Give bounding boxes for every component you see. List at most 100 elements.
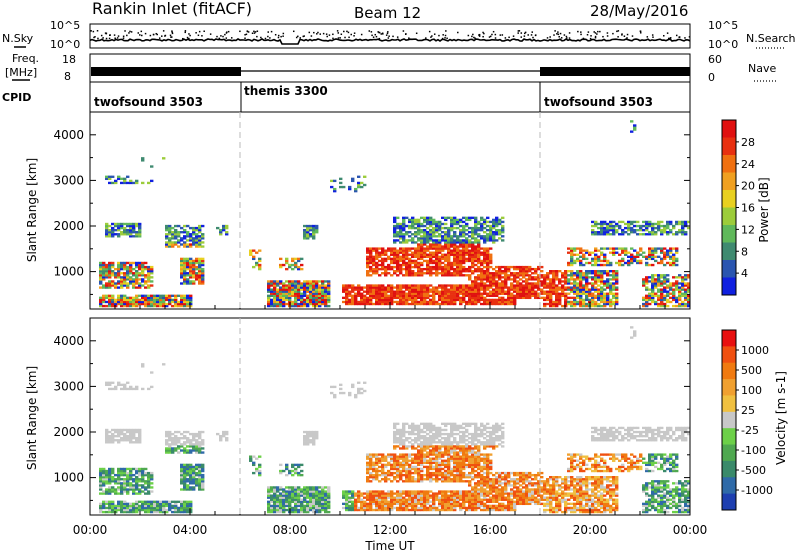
velocity-cell [303, 437, 307, 440]
power-cell [252, 257, 256, 261]
power-cell [108, 300, 112, 304]
power-cell [669, 296, 673, 300]
power-cell [279, 282, 283, 285]
power-cell [486, 228, 490, 232]
power-cell [309, 296, 313, 300]
power-cell [369, 274, 373, 277]
velocity-cell [123, 506, 127, 510]
velocity-cell [165, 451, 169, 454]
power-cell [453, 263, 457, 267]
power-cell [519, 288, 523, 291]
power-cell [405, 257, 409, 261]
power-cell [546, 302, 550, 306]
power-cell [201, 233, 205, 236]
power-cell [516, 274, 520, 277]
power-cell [615, 247, 619, 250]
velocity-cell [147, 478, 151, 481]
power-cell [384, 292, 388, 295]
power-cell [399, 270, 403, 273]
power-cell [444, 243, 448, 246]
velocity-cell [108, 381, 112, 384]
power-cell [441, 253, 445, 256]
nsearch-point [328, 34, 331, 36]
velocity-cell [294, 467, 298, 471]
power-cell [609, 226, 613, 230]
power-cell [399, 228, 403, 232]
power-cell [498, 278, 502, 281]
power-cell [126, 296, 130, 300]
nsearch-point [446, 37, 448, 40]
velocity-cell [312, 430, 316, 434]
power-cell [369, 288, 373, 291]
power-cell [369, 290, 373, 293]
velocity-cell [111, 476, 115, 479]
power-cell [396, 300, 400, 304]
power-cell [684, 231, 688, 234]
velocity-cell [384, 473, 388, 477]
velocity-cell [111, 434, 115, 438]
velocity-cell [306, 504, 310, 508]
power-cell [579, 278, 583, 281]
power-cell [192, 233, 196, 236]
power-cell [186, 233, 190, 236]
nsearch-point [92, 30, 95, 33]
nsearch-point [254, 31, 257, 33]
power-cell [357, 181, 361, 185]
power-cell [186, 243, 190, 246]
power-cell [174, 228, 178, 232]
power-cell [591, 231, 595, 234]
power-cell [441, 239, 445, 242]
nsearch-point [546, 37, 549, 39]
power-cell [672, 263, 676, 267]
velocity-cell [318, 498, 322, 501]
power-cell [660, 228, 664, 232]
velocity-cell [375, 498, 379, 501]
power-cell [417, 251, 421, 254]
power-cell [684, 296, 688, 300]
velocity-cell [384, 465, 388, 469]
velocity-cell [375, 478, 379, 481]
power-cell [300, 292, 304, 295]
velocity-cell [384, 463, 388, 467]
power-cell [612, 226, 616, 230]
power-cell [459, 243, 463, 246]
power-cell [189, 270, 193, 273]
power-cell [606, 261, 610, 265]
velocity-cell [168, 445, 172, 448]
velocity-cell [114, 504, 118, 508]
power-cell [276, 284, 280, 287]
power-cell [384, 300, 388, 304]
power-cell [564, 302, 568, 306]
velocity-cell [153, 502, 157, 506]
power-cell [660, 298, 664, 302]
power-cell [426, 235, 430, 238]
velocity-cell [126, 434, 130, 438]
power-cell [522, 288, 526, 291]
power-cell [585, 280, 589, 283]
power-cell [660, 220, 664, 224]
power-cell [411, 241, 415, 244]
power-cell [504, 282, 508, 285]
power-cell [525, 274, 529, 277]
power-cell [318, 286, 322, 289]
power-cell [564, 274, 568, 277]
power-cell [432, 290, 436, 293]
power-cell [666, 222, 670, 226]
velocity-cell [201, 478, 205, 481]
power-cell [552, 276, 556, 279]
velocity-cell [345, 504, 349, 508]
power-cell [126, 265, 130, 269]
power-cell [144, 296, 148, 300]
velocity-cell [363, 504, 367, 508]
velocity-cell [345, 496, 349, 499]
power-cell [579, 276, 583, 279]
power-cell [570, 286, 574, 289]
nsearch-point [322, 32, 325, 35]
power-cell [483, 239, 487, 242]
power-cell [681, 276, 685, 279]
power-cell [432, 247, 436, 250]
power-cell [468, 251, 472, 254]
power-cell [471, 235, 475, 238]
velocity-cell [108, 478, 112, 481]
power-cell [525, 296, 529, 300]
